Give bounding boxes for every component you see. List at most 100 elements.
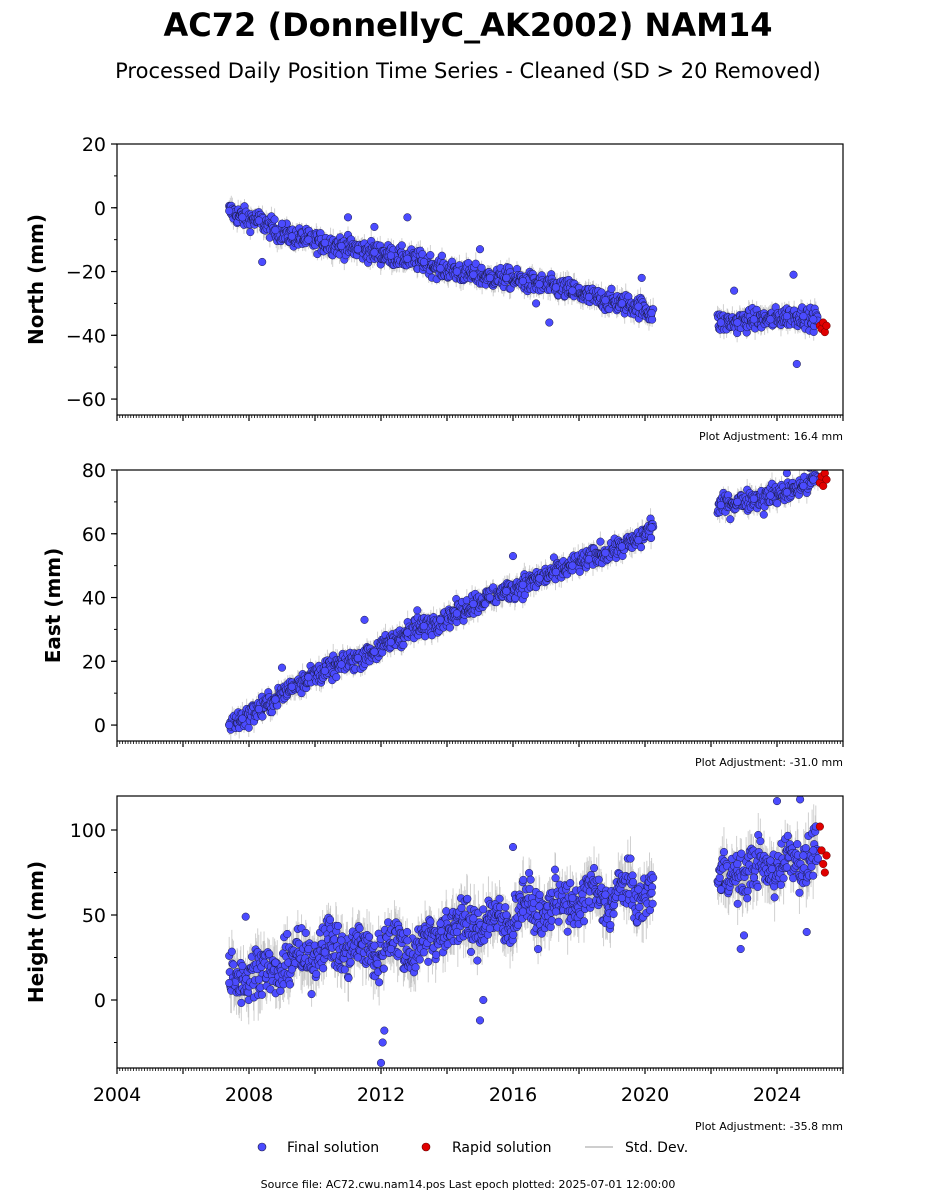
north-plot-area: [225, 195, 831, 369]
east-outliers: [277, 470, 791, 672]
north-final-point: [551, 283, 560, 292]
east-final-point: [419, 622, 428, 631]
north-final-point: [353, 245, 362, 254]
east-outlier-point: [759, 510, 768, 519]
north-final-point: [370, 248, 379, 257]
east-final-point: [568, 561, 577, 570]
north-rapid-series: [815, 318, 831, 337]
east-daily-point: [726, 515, 735, 524]
north-daily-point: [270, 215, 279, 224]
east-final-point: [238, 714, 247, 723]
figure-subtitle: Processed Daily Position Time Series - C…: [115, 59, 821, 83]
north-outlier-point: [792, 359, 801, 369]
north-final-point: [386, 251, 395, 260]
east-ytick-label: 40: [82, 588, 106, 610]
north-final-point: [337, 241, 346, 251]
east-final-point: [370, 647, 379, 656]
east-final-point: [469, 599, 478, 608]
north-final-point: [225, 206, 234, 216]
east-plot-adjustment: Plot Adjustment: -31.0 mm: [695, 756, 843, 769]
north-final-point: [568, 286, 577, 295]
east-final-point: [799, 481, 808, 490]
north-ytick-label: 20: [82, 134, 106, 156]
east-daily-cloud: [225, 470, 822, 734]
east-ytick-label: 0: [94, 715, 106, 737]
east-final-point: [502, 587, 511, 596]
north-final-point: [809, 315, 818, 324]
north-plot-adjustment: Plot Adjustment: 16.4 mm: [699, 430, 843, 443]
north-final-point: [304, 235, 313, 244]
north-final-point: [485, 273, 494, 282]
north-outlier-point: [730, 286, 739, 295]
north-outlier-point: [532, 299, 541, 308]
east-ytick-label: 20: [82, 651, 106, 673]
north-final-point: [634, 302, 643, 311]
north-final-point: [254, 216, 263, 225]
north-outlier-point: [637, 273, 646, 282]
east-final-point: [766, 491, 775, 500]
east-plot-area: [225, 470, 831, 741]
north-ytick-label: −20: [66, 262, 106, 284]
north-outlier-point: [277, 219, 287, 228]
east-daily-point: [244, 723, 253, 732]
north-final-point: [469, 270, 478, 279]
east-rapid-point: [819, 481, 828, 490]
north-final-point: [617, 299, 626, 308]
north-ytick-label: −40: [66, 325, 106, 347]
east-final-point: [225, 721, 234, 730]
east-final-point: [647, 523, 656, 532]
east-final-point: [584, 555, 593, 564]
north-daily-point: [471, 259, 480, 268]
north-final-point: [287, 232, 296, 241]
north-final-point: [733, 318, 742, 327]
north-final-point: [403, 254, 412, 263]
east-final-point: [535, 574, 544, 583]
east-daily-point: [258, 712, 267, 721]
north-final-point: [419, 257, 428, 267]
east-outlier-point: [782, 470, 791, 478]
east-final-point: [254, 705, 263, 714]
east-daily-point: [445, 623, 454, 632]
north-final-point: [502, 273, 511, 282]
east-final-point: [353, 654, 362, 663]
east-outlier-point: [360, 615, 369, 624]
east-final-point: [436, 615, 445, 624]
north-final-point: [716, 318, 725, 327]
east-outlier-point: [277, 663, 287, 672]
east-daily-point: [399, 640, 408, 650]
east-final-point: [749, 494, 758, 503]
east-final-point: [452, 609, 461, 618]
north-outlier-point: [545, 318, 554, 327]
east-final-point: [271, 695, 280, 704]
east-final-point: [551, 567, 560, 577]
north-outlier-point: [475, 245, 485, 254]
north-daily-point: [437, 251, 447, 260]
east-final-point: [601, 548, 610, 557]
north-outliers: [258, 213, 801, 369]
north-daily-point: [607, 284, 616, 293]
north-outlier-point: [258, 257, 267, 267]
east-outlier-point: [413, 606, 422, 615]
east-ylabel: East (mm): [41, 548, 65, 664]
north-ytick-label: 0: [94, 198, 106, 220]
east-final-point: [733, 497, 742, 506]
east-daily-point: [636, 543, 646, 552]
north-final-series: [225, 206, 818, 327]
east-daily-point: [647, 533, 656, 543]
east-final-point: [809, 475, 818, 484]
east-outlier-point: [508, 552, 518, 561]
east-final-point: [337, 660, 346, 669]
east-rapid-series: [815, 470, 831, 490]
north-outlier-point: [789, 270, 798, 279]
north-ylabel: North (mm): [24, 214, 48, 345]
east-final-point: [287, 682, 296, 691]
east-daily-point: [773, 499, 782, 508]
north-final-point: [799, 312, 808, 321]
east-daily-point: [596, 537, 605, 546]
east-final-point: [634, 536, 643, 545]
north-daily-point: [246, 228, 255, 237]
north-daily-point: [426, 251, 435, 260]
east-final-point: [320, 666, 329, 675]
north-final-point: [749, 315, 758, 324]
